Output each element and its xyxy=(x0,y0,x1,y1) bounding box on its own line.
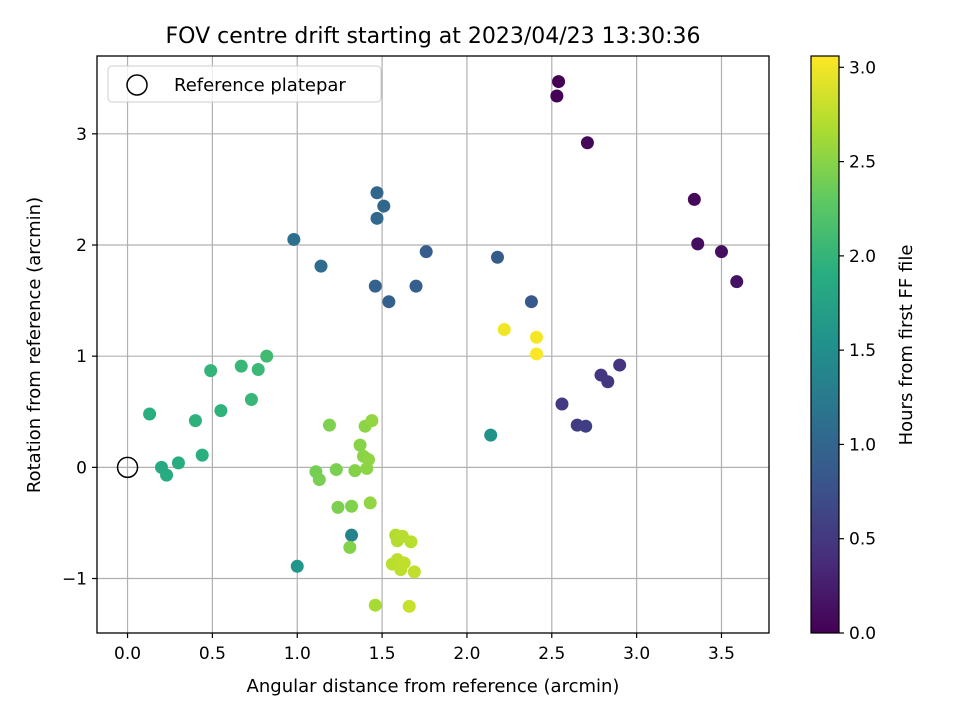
data-point xyxy=(370,186,384,200)
y-tick-label: 0 xyxy=(76,458,87,478)
colorbar-tick-label: 2.0 xyxy=(849,247,876,267)
data-point xyxy=(579,419,593,433)
plot-frame xyxy=(96,55,770,634)
data-point xyxy=(687,192,701,206)
data-point xyxy=(287,232,301,246)
data-point xyxy=(244,393,258,407)
reference-marker xyxy=(116,456,139,479)
data-point xyxy=(409,279,423,293)
data-point xyxy=(714,245,728,259)
data-point xyxy=(312,473,326,487)
reference-platepar-point xyxy=(116,456,139,479)
colorbar-tick-label: 0.0 xyxy=(849,624,876,644)
data-point xyxy=(377,199,391,213)
x-axis-ticks: 0.0 0.5 1.0 1.5 2.0 2.5 3.0 3.5 xyxy=(114,633,735,664)
data-point xyxy=(404,535,418,549)
data-point xyxy=(691,237,705,251)
data-point xyxy=(368,279,382,293)
data-point xyxy=(345,528,359,542)
data-point xyxy=(550,89,564,103)
data-point xyxy=(322,418,336,432)
data-point xyxy=(345,499,359,513)
y-tick-label: 2 xyxy=(76,236,87,256)
legend-marker-icon xyxy=(126,74,148,96)
data-point xyxy=(407,565,421,579)
chart-title: FOV centre drift starting at 2023/04/23 … xyxy=(166,24,701,49)
data-point xyxy=(362,453,376,467)
y-axis-label: Rotation from reference (arcmin) xyxy=(24,197,45,493)
colorbar-label: Hours from first FF file xyxy=(896,245,917,446)
data-point xyxy=(580,136,594,150)
x-tick-label: 3.0 xyxy=(623,644,650,664)
x-tick-label: 1.5 xyxy=(369,644,396,664)
colorbar-tick-label: 1.5 xyxy=(849,341,876,361)
data-point xyxy=(251,363,265,377)
data-point xyxy=(601,375,615,389)
colorbar-tick-label: 0.5 xyxy=(849,530,876,550)
colorbar: 0.0 0.5 1.0 1.5 2.0 2.5 3.0 Hours from first F… xyxy=(810,55,917,644)
colorbar-ticks: 0.0 0.5 1.0 1.5 2.0 2.5 3.0 xyxy=(839,58,876,644)
data-point xyxy=(331,500,345,514)
data-point xyxy=(530,330,544,344)
y-axis-ticks: −1 0 1 2 3 xyxy=(62,125,97,590)
data-points xyxy=(143,75,744,613)
y-tick-label: 3 xyxy=(76,125,87,145)
data-point xyxy=(363,496,377,510)
data-point xyxy=(314,259,328,273)
data-point xyxy=(497,322,511,336)
legend-box xyxy=(107,65,382,103)
data-point xyxy=(329,463,343,477)
colorbar-gradient xyxy=(810,55,840,634)
data-point xyxy=(204,364,218,378)
legend: Reference platepar xyxy=(107,65,382,103)
x-tick-label: 0.0 xyxy=(114,644,141,664)
x-tick-label: 3.5 xyxy=(708,644,735,664)
colorbar-tick-label: 2.5 xyxy=(849,153,876,173)
data-point xyxy=(188,414,202,428)
data-point xyxy=(365,414,379,428)
x-tick-label: 1.0 xyxy=(284,644,311,664)
colorbar-tick-label: 3.0 xyxy=(849,58,876,78)
data-point xyxy=(484,428,498,442)
data-point xyxy=(260,349,274,363)
legend-entry-reference: Reference platepar xyxy=(174,75,346,96)
data-point xyxy=(348,464,362,478)
data-point xyxy=(552,75,566,89)
data-point xyxy=(290,559,304,573)
colorbar-tick-label: 1.0 xyxy=(849,435,876,455)
data-point xyxy=(370,211,384,225)
y-tick-label: 1 xyxy=(76,347,87,367)
data-point xyxy=(419,245,433,259)
data-point xyxy=(353,438,367,452)
data-point xyxy=(214,404,228,418)
x-axis-label: Angular distance from reference (arcmin) xyxy=(247,676,620,697)
data-point xyxy=(530,347,544,361)
data-point xyxy=(490,250,504,264)
data-point xyxy=(195,448,209,462)
data-point xyxy=(397,556,411,570)
x-tick-label: 2.0 xyxy=(453,644,480,664)
data-point xyxy=(382,295,396,309)
y-tick-label: −1 xyxy=(62,570,87,590)
data-point xyxy=(613,358,627,372)
x-tick-label: 0.5 xyxy=(199,644,226,664)
data-point xyxy=(524,295,538,309)
data-point xyxy=(160,468,174,482)
data-point xyxy=(234,359,248,373)
x-tick-label: 2.5 xyxy=(538,644,565,664)
data-point xyxy=(343,540,357,554)
data-point xyxy=(555,397,569,411)
data-point xyxy=(402,599,416,613)
data-point xyxy=(143,407,157,421)
data-point xyxy=(368,598,382,612)
grid-lines xyxy=(97,56,769,633)
data-point xyxy=(730,275,744,289)
data-point xyxy=(171,456,185,470)
